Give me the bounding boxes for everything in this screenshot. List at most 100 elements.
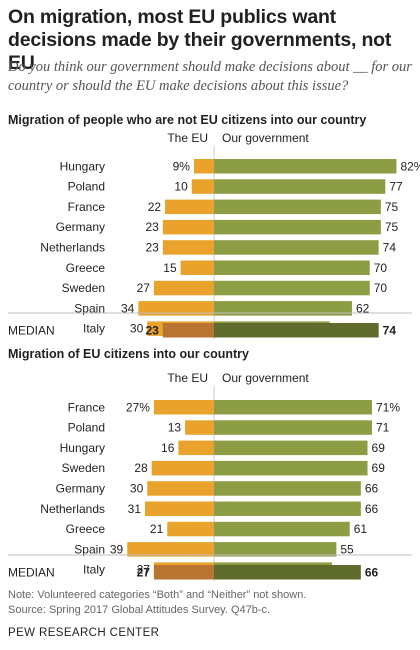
country-label: Italy: [83, 322, 105, 336]
panel-title: Migration of EU citizens into our countr…: [8, 347, 249, 361]
country-row: Netherlands 23 74: [40, 240, 396, 255]
value-label-eu: 21: [150, 522, 164, 536]
bar-government: [214, 280, 370, 296]
country-row: Hungary 9% 82%: [60, 159, 420, 174]
value-label-government: 70: [374, 261, 388, 275]
bar-eu: [153, 280, 214, 296]
value-label-eu: 15: [163, 261, 177, 275]
median-value-government: 74: [383, 323, 397, 337]
value-label-government: 77: [389, 180, 403, 194]
country-label: Greece: [66, 522, 106, 536]
bar-government: [214, 501, 361, 516]
organization-credit: PEW RESEARCH CENTER: [8, 627, 160, 639]
country-row: Germany 23 75: [56, 219, 399, 235]
legend-eu: The EU: [167, 371, 208, 385]
source-line: Source: Spring 2017 Global Attitudes Sur…: [8, 604, 271, 616]
bar-median-government: [214, 323, 379, 338]
country-row: Netherlands 31 66: [40, 501, 379, 516]
panel-title: Migration of people who are not EU citiz…: [8, 113, 366, 127]
chart-panel: Migration of people who are not EU citiz…: [8, 113, 420, 340]
country-row: Greece 15 70: [66, 260, 388, 275]
country-label: Netherlands: [40, 240, 105, 254]
value-label-government: 66: [365, 481, 379, 495]
chart-panel: Migration of EU citizens into our countr…: [8, 347, 412, 582]
country-row: France 22 75: [68, 199, 399, 215]
bar-eu: [193, 159, 214, 174]
value-label-government: 61: [354, 522, 368, 536]
median-value-eu: 23: [145, 323, 159, 337]
country-row: Poland 13 71: [68, 420, 390, 435]
legend-government: Our government: [222, 131, 309, 145]
bar-government: [214, 199, 381, 215]
bar-government: [214, 240, 379, 255]
value-label-eu: 27: [137, 563, 151, 577]
country-row: Sweden 27 70: [62, 280, 387, 296]
bar-eu: [162, 240, 214, 255]
value-label-eu: 31: [128, 502, 142, 516]
value-label-eu: 16: [161, 441, 175, 455]
bar-median-eu: [153, 565, 214, 580]
bar-government: [214, 440, 368, 456]
country-label: Poland: [68, 421, 105, 435]
value-label-government: 69: [372, 461, 386, 475]
bar-government: [214, 521, 350, 537]
bar-eu: [162, 219, 214, 235]
bar-eu: [153, 400, 214, 415]
country-row: France 27% 71%: [68, 400, 400, 415]
country-row: Spain 34 62: [74, 301, 370, 316]
country-label: Hungary: [60, 159, 105, 173]
bar-eu: [151, 460, 214, 476]
country-label: Sweden: [62, 281, 105, 295]
bar-eu: [165, 199, 214, 215]
bar-median-government: [214, 565, 361, 580]
median-label: MEDIAN: [8, 323, 55, 337]
country-row: Spain 39 55: [74, 542, 354, 557]
value-label-eu: 27: [137, 281, 151, 295]
bar-eu: [167, 521, 214, 537]
bar-government: [214, 481, 361, 496]
value-label-government: 71: [376, 421, 390, 435]
country-label: France: [68, 400, 106, 414]
country-label: Germany: [56, 220, 105, 234]
bar-eu: [145, 501, 214, 516]
country-row: Greece 21 61: [66, 521, 368, 537]
bar-government: [214, 400, 372, 415]
value-label-government: 82%: [400, 159, 420, 173]
country-label: Hungary: [60, 441, 105, 455]
country-row: Germany 30 66: [56, 481, 379, 496]
value-label-government: 74: [383, 240, 397, 254]
bar-eu: [191, 179, 214, 194]
survey-question: Do you think our government should make …: [8, 59, 412, 94]
value-label-eu: 13: [168, 421, 182, 435]
value-label-government: 69: [372, 441, 386, 455]
bar-eu: [178, 440, 214, 456]
median-value-eu: 27: [137, 565, 151, 579]
bar-government: [214, 219, 381, 235]
bar-eu: [185, 420, 214, 435]
bar-median-eu: [162, 323, 214, 338]
value-label-government: 71%: [376, 400, 400, 414]
bar-government: [214, 260, 370, 275]
value-label-eu: 34: [121, 301, 135, 315]
median-label: MEDIAN: [8, 565, 55, 579]
value-label-government: 62: [356, 301, 370, 315]
chart-title: On migration, most EU publics want decis…: [8, 6, 392, 74]
value-label-eu: 9%: [173, 159, 191, 173]
value-label-government: 55: [340, 542, 354, 556]
country-label: France: [68, 200, 106, 214]
bar-eu: [127, 542, 214, 557]
value-label-eu: 22: [148, 200, 162, 214]
country-row: Hungary 16 69: [60, 440, 386, 456]
country-label: Poland: [68, 180, 105, 194]
bar-government: [214, 460, 368, 476]
footnote: Note: Volunteered categories “Both” and …: [8, 589, 307, 601]
value-label-government: 66: [365, 502, 379, 516]
value-label-eu: 30: [130, 481, 144, 495]
country-label: Sweden: [62, 461, 105, 475]
bar-eu: [180, 260, 214, 275]
value-label-eu: 28: [134, 461, 148, 475]
country-row: Sweden 28 69: [62, 460, 386, 476]
country-label: Spain: [74, 542, 105, 556]
bar-eu: [138, 301, 214, 316]
